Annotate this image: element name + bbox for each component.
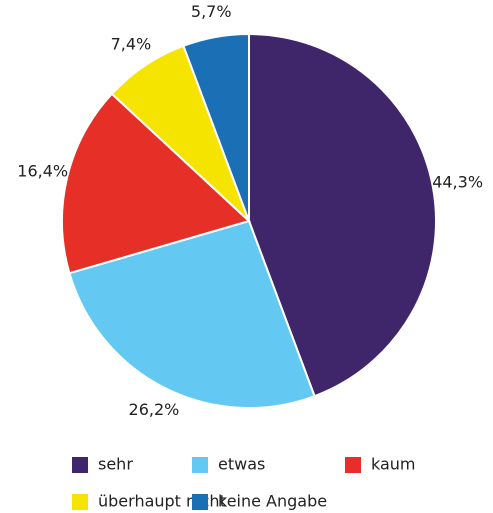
- data-label: 26,2%: [129, 400, 180, 419]
- legend-label: keine Angabe: [218, 492, 327, 511]
- legend-label: kaum: [371, 455, 416, 474]
- data-label: 16,4%: [17, 162, 68, 181]
- data-label: 7,4%: [111, 34, 152, 53]
- legend-swatch: [192, 494, 208, 510]
- legend-label: sehr: [98, 455, 133, 474]
- pie-slice: [182, 32, 250, 222]
- legend-swatch: [192, 457, 208, 473]
- legend-swatch: [72, 494, 88, 510]
- pie-slice: [68, 219, 316, 409]
- legend-label: etwas: [218, 455, 265, 474]
- pie-slice: [248, 32, 437, 398]
- pie-slice: [61, 92, 251, 275]
- data-label: 5,7%: [191, 2, 232, 21]
- data-label: 44,3%: [432, 173, 483, 192]
- legend-swatch: [72, 457, 88, 473]
- legend-swatch: [345, 457, 361, 473]
